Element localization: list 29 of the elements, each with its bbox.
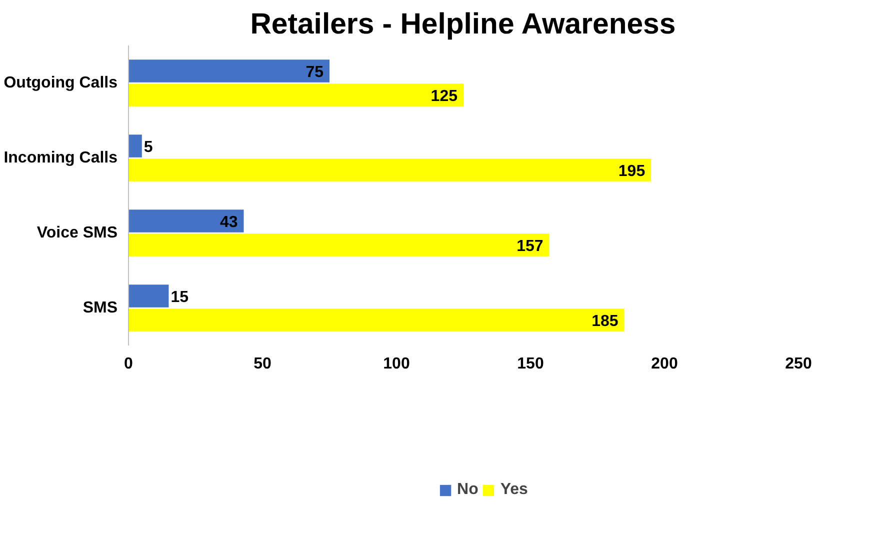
data-label: 125 xyxy=(430,88,458,105)
x-tick-label: 200 xyxy=(651,356,678,372)
bar xyxy=(128,134,142,158)
y-tick-label: SMS xyxy=(82,300,118,316)
bar xyxy=(128,234,550,256)
x-tick-label: 100 xyxy=(383,356,410,372)
x-tick-label: 0 xyxy=(124,356,134,372)
data-label: 75 xyxy=(306,64,324,81)
y-tick-label: Voice SMS xyxy=(36,224,118,242)
x-tick-label: 250 xyxy=(785,356,812,372)
bar xyxy=(128,308,624,332)
chart-title: Retailers - Helpline Awareness xyxy=(250,8,676,40)
y-tick-label: Outgoing Calls xyxy=(4,74,118,92)
data-label: 43 xyxy=(220,214,238,231)
data-label: 185 xyxy=(592,313,618,330)
bar xyxy=(128,158,652,182)
data-label: 195 xyxy=(618,163,646,180)
x-tick-label: 150 xyxy=(517,356,544,372)
x-tick-label: 50 xyxy=(254,356,272,372)
bar xyxy=(128,60,330,82)
bar xyxy=(128,210,244,232)
legend-label: Yes xyxy=(500,480,528,498)
data-label: 15 xyxy=(170,289,189,306)
data-label: 157 xyxy=(516,238,544,255)
legend-label: No xyxy=(457,480,478,498)
bar xyxy=(128,284,169,308)
data-label: 5 xyxy=(144,139,153,156)
y-tick-label: Incoming Calls xyxy=(4,150,118,166)
bar xyxy=(128,84,464,106)
